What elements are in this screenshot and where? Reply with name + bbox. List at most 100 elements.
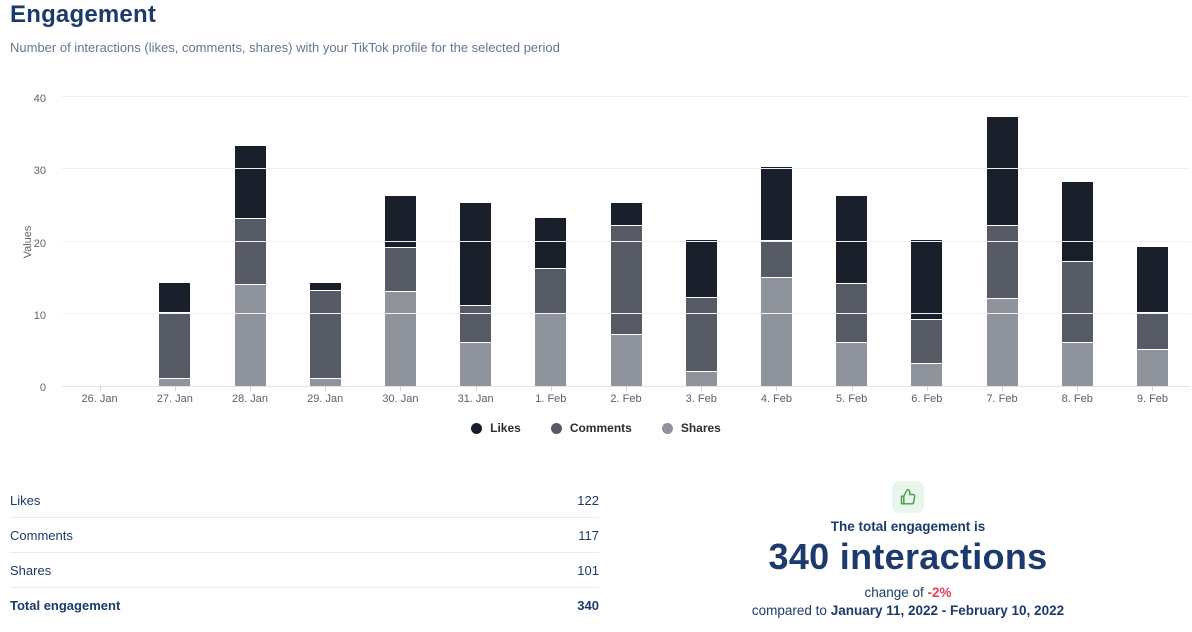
bar-group[interactable] xyxy=(964,97,1039,391)
y-axis: 0 10 20 30 40 xyxy=(0,93,52,394)
x-axis-tick xyxy=(475,386,477,391)
bar-segment-comments[interactable] xyxy=(986,226,1018,299)
x-tick-label: 27. Jan xyxy=(156,393,193,405)
bar-segment-comments[interactable] xyxy=(159,312,191,378)
plot-area xyxy=(62,96,1190,391)
bar-segment-shares[interactable] xyxy=(610,335,642,386)
bar-segment-likes[interactable] xyxy=(610,203,642,226)
x-axis-tick xyxy=(1002,386,1004,391)
bar-segment-shares[interactable] xyxy=(836,342,868,386)
bar-segment-likes[interactable] xyxy=(836,196,868,283)
legend-item-shares[interactable]: Shares xyxy=(661,421,721,435)
compare-line: compared to January 11, 2022 - February … xyxy=(752,603,1064,618)
bar-group[interactable] xyxy=(588,97,663,391)
bar-segment-shares[interactable] xyxy=(1061,342,1093,386)
bar-segment-shares[interactable] xyxy=(234,284,266,386)
bar-group[interactable] xyxy=(513,97,588,391)
bar-segment-likes[interactable] xyxy=(1136,246,1168,312)
bar-group[interactable] xyxy=(288,97,363,391)
bar-group[interactable] xyxy=(1115,97,1190,391)
x-axis-tick xyxy=(626,386,628,391)
bar-stack xyxy=(911,239,943,386)
bar-segment-comments[interactable] xyxy=(460,305,492,342)
gridline xyxy=(62,96,1190,97)
bar-group[interactable] xyxy=(1040,97,1115,391)
x-axis-tick xyxy=(776,386,778,391)
bar-stack xyxy=(234,145,266,386)
bar-segment-likes[interactable] xyxy=(986,116,1018,226)
bar-slots xyxy=(62,97,1190,391)
bar-stack xyxy=(159,282,191,386)
legend-item-comments[interactable]: Comments xyxy=(550,421,632,435)
bar-segment-shares[interactable] xyxy=(986,299,1018,386)
bar-group[interactable] xyxy=(889,97,964,391)
bar-segment-comments[interactable] xyxy=(309,291,341,378)
table-row-likes: Likes 122 xyxy=(10,483,599,518)
bar-segment-comments[interactable] xyxy=(234,218,266,284)
bar-segment-comments[interactable] xyxy=(1061,262,1093,342)
bar-segment-likes[interactable] xyxy=(159,282,191,312)
change-line: change of -2% xyxy=(864,585,951,600)
bar-segment-likes[interactable] xyxy=(760,167,792,240)
page-subtitle: Number of interactions (likes, comments,… xyxy=(10,40,560,55)
bar-segment-shares[interactable] xyxy=(760,277,792,386)
bar-segment-shares[interactable] xyxy=(309,378,341,386)
x-tick-label: 26. Jan xyxy=(81,393,118,405)
legend-label: Comments xyxy=(569,421,632,435)
bar-segment-shares[interactable] xyxy=(159,378,191,386)
bar-stack xyxy=(460,203,492,386)
bar-stack xyxy=(1061,181,1093,386)
row-label: Likes xyxy=(10,492,41,508)
change-percentage: -2% xyxy=(927,584,952,600)
bar-segment-likes[interactable] xyxy=(234,145,266,218)
bar-segment-shares[interactable] xyxy=(535,313,567,386)
y-tick-label: 40 xyxy=(33,93,46,105)
bar-group[interactable] xyxy=(62,97,137,391)
bar-segment-shares[interactable] xyxy=(685,371,717,386)
x-tick-label: 6. Feb xyxy=(911,393,943,405)
table-row-total-engagement: Total engagement 340 xyxy=(10,588,599,623)
thumbs-up-icon xyxy=(892,481,924,513)
bar-segment-comments[interactable] xyxy=(1136,312,1168,349)
bar-segment-comments[interactable] xyxy=(685,298,717,371)
legend-item-likes[interactable]: Likes xyxy=(471,421,521,435)
legend-label: Shares xyxy=(680,421,721,435)
bar-group[interactable] xyxy=(739,97,814,391)
x-axis-tick xyxy=(851,386,853,391)
bar-group[interactable] xyxy=(212,97,287,391)
x-axis-tick xyxy=(926,386,928,391)
bar-segment-comments[interactable] xyxy=(760,240,792,277)
bar-segment-shares[interactable] xyxy=(460,342,492,386)
bar-segment-likes[interactable] xyxy=(911,239,943,319)
bar-segment-comments[interactable] xyxy=(535,269,567,313)
bar-group[interactable] xyxy=(363,97,438,391)
bar-segment-comments[interactable] xyxy=(384,247,416,292)
y-tick-label: 0 xyxy=(39,382,46,394)
row-value: 117 xyxy=(578,527,599,543)
bar-segment-shares[interactable] xyxy=(1136,349,1168,386)
bar-group[interactable] xyxy=(664,97,739,391)
bar-segment-comments[interactable] xyxy=(911,319,943,364)
bar-segment-likes[interactable] xyxy=(384,196,416,247)
bar-segment-likes[interactable] xyxy=(309,282,341,291)
bar-segment-likes[interactable] xyxy=(685,239,717,298)
bar-group[interactable] xyxy=(137,97,212,391)
row-value: 101 xyxy=(577,562,599,578)
bar-group[interactable] xyxy=(438,97,513,391)
row-value: 122 xyxy=(577,492,599,508)
bar-stack xyxy=(685,239,717,386)
bar-segment-comments[interactable] xyxy=(610,226,642,335)
gridline xyxy=(62,312,1190,314)
x-tick-label: 3. Feb xyxy=(685,393,717,405)
bar-segment-likes[interactable] xyxy=(535,217,567,269)
bar-group[interactable] xyxy=(814,97,889,391)
engagement-table: Likes 122 Comments 117 Shares 101 Total … xyxy=(10,483,599,623)
bar-segment-shares[interactable] xyxy=(911,364,943,386)
total-interactions-value: 340 interactions xyxy=(768,536,1048,577)
bar-segment-shares[interactable] xyxy=(384,292,416,386)
total-engagement-summary: The total engagement is 340 interactions… xyxy=(700,481,1116,618)
row-label: Total engagement xyxy=(10,598,121,613)
bar-segment-likes[interactable] xyxy=(1061,181,1093,262)
gridline xyxy=(62,240,1190,242)
bar-segment-likes[interactable] xyxy=(460,203,492,305)
